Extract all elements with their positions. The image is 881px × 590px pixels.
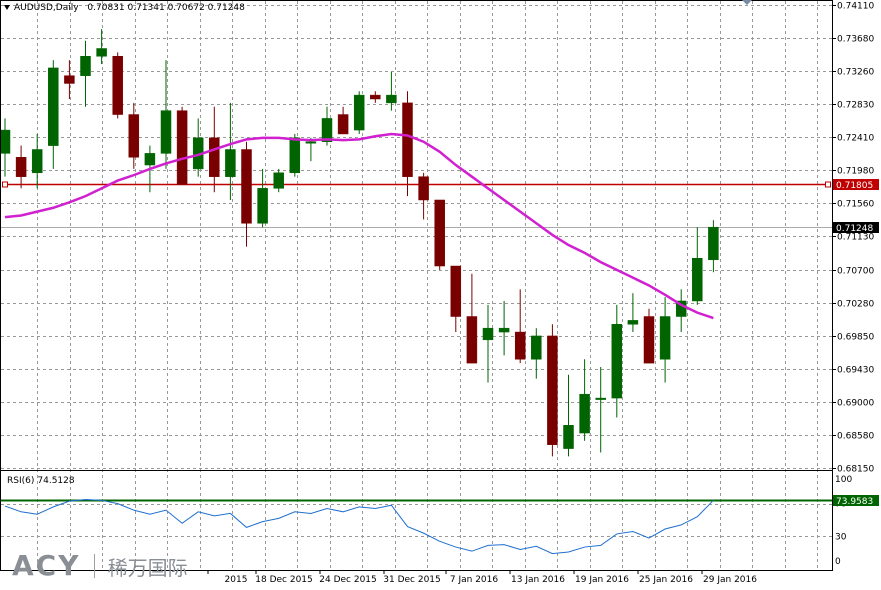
scroll-marker-icon[interactable] [742,0,752,5]
time-tick-label: 7 Jan 2016 [450,575,498,585]
candle-bull [289,137,301,174]
hline-price-tag-text: 0.71805 [836,181,873,191]
candle-bear [547,335,558,445]
watermark: ACY 稀万国际 [12,549,188,582]
candle-bear [450,265,462,317]
candle-bear [15,157,27,177]
candle-bull [675,300,687,317]
candle-bull [0,129,11,154]
candle-bear [112,56,123,115]
candle-bull [321,118,333,142]
watermark-brand: ACY [12,549,81,582]
candle-bear [337,114,349,135]
candle-bear [402,102,413,177]
price-tick-label: 0.72830 [837,101,874,111]
candle-bear [64,75,75,84]
candle-bull [96,48,107,57]
collapse-triangle-icon[interactable] [4,5,10,10]
price-tick-label: 0.73260 [837,68,874,78]
candle-bull [273,172,284,189]
price-tick-label: 0.71980 [837,167,874,177]
hline-handle-left [2,181,8,188]
price-tick-label: 0.72410 [837,134,874,144]
candle-bear [466,316,478,364]
rsi-level-tag [833,495,879,506]
candle-bull [305,141,317,144]
bid-price-tag-text: 0.71248 [836,224,873,234]
candle-bull [48,67,59,146]
ohlc-values: 0.70831 0.71341 0.70672 0.71248 [87,3,245,13]
candle-bull [579,393,590,434]
watermark-divider [93,554,95,578]
rsi-value: 74.5128 [37,476,75,486]
rsi-level-tag-text: 73.9583 [836,497,873,507]
price-tick-label: 0.71130 [837,233,874,243]
price-tick-label: 0.71560 [837,200,874,210]
candle-bull [595,397,606,400]
candle-bear [434,199,445,267]
chart-header: AUDUSD,Daily 0.70831 0.71341 0.70672 0.7… [4,3,245,13]
time-tick-label: 18 Dec 2015 [255,575,313,585]
candle-bear [209,137,220,177]
rsi-axis-label: 0 [835,557,841,567]
time-tick-label: 13 Jan 2016 [511,575,565,585]
candle-bull [160,110,172,154]
candle-bull [611,324,623,399]
time-tick-label: 29 Jan 2016 [703,575,757,585]
symbol-label: AUDUSD,Daily [14,3,79,13]
price-tick-label: 0.68580 [837,432,874,442]
candle-bull [531,335,542,360]
candle-bull [353,94,365,131]
candle-bull [563,425,574,449]
price-tick-label: 0.70700 [837,267,874,277]
candle-bull [692,258,703,302]
price-tick-label: 0.74110 [837,2,874,12]
candle-bull [659,316,671,360]
candle-bull [80,56,91,76]
candle-bull [225,149,236,177]
price-tick-label: 0.70280 [837,300,874,310]
time-tick-label: 25 Jan 2016 [639,575,693,585]
price-tick-label: 0.73680 [837,35,874,45]
candle-bear [370,94,381,100]
rsi-line [4,498,714,555]
time-tick-label: 2015 [225,575,248,585]
rsi-header: RSI(6) 74.5128 [7,476,75,486]
price-tick-label: 0.69850 [837,333,874,343]
candle-bull [257,188,268,224]
hline-price-tag [833,179,879,190]
time-tick-label: 24 Dec 2015 [319,575,377,585]
candle-bear [643,316,655,364]
hline-handle-right [825,181,831,188]
candle-bull [482,327,494,341]
plot-frame [0,0,833,571]
watermark-cjk: 稀万国际 [107,556,188,580]
time-tick-label: 19 Jan 2016 [575,575,629,585]
price-tick-label: 0.68150 [837,465,874,475]
rsi-axis-label: 30 [835,532,847,542]
candle-bear [418,176,429,201]
candle-bull [627,320,639,325]
moving-average-line [4,132,714,320]
candle-bear [128,114,140,158]
time-tick-label: 31 Dec 2015 [383,575,441,585]
bid-price-tag [833,222,879,233]
price-tick-label: 0.69000 [837,399,874,409]
candle-bear [241,149,252,224]
candle-bear [176,110,188,185]
candle-bull [31,149,43,174]
candle-bull [708,226,719,261]
price-tick-label: 0.69430 [837,366,874,376]
candle-bull [386,94,397,104]
candle-bull [498,327,510,333]
candle-bull [144,153,156,166]
candle-bear [514,331,526,360]
rsi-axis-label: 100 [835,475,852,485]
rsi-name: RSI(6) [7,476,35,486]
